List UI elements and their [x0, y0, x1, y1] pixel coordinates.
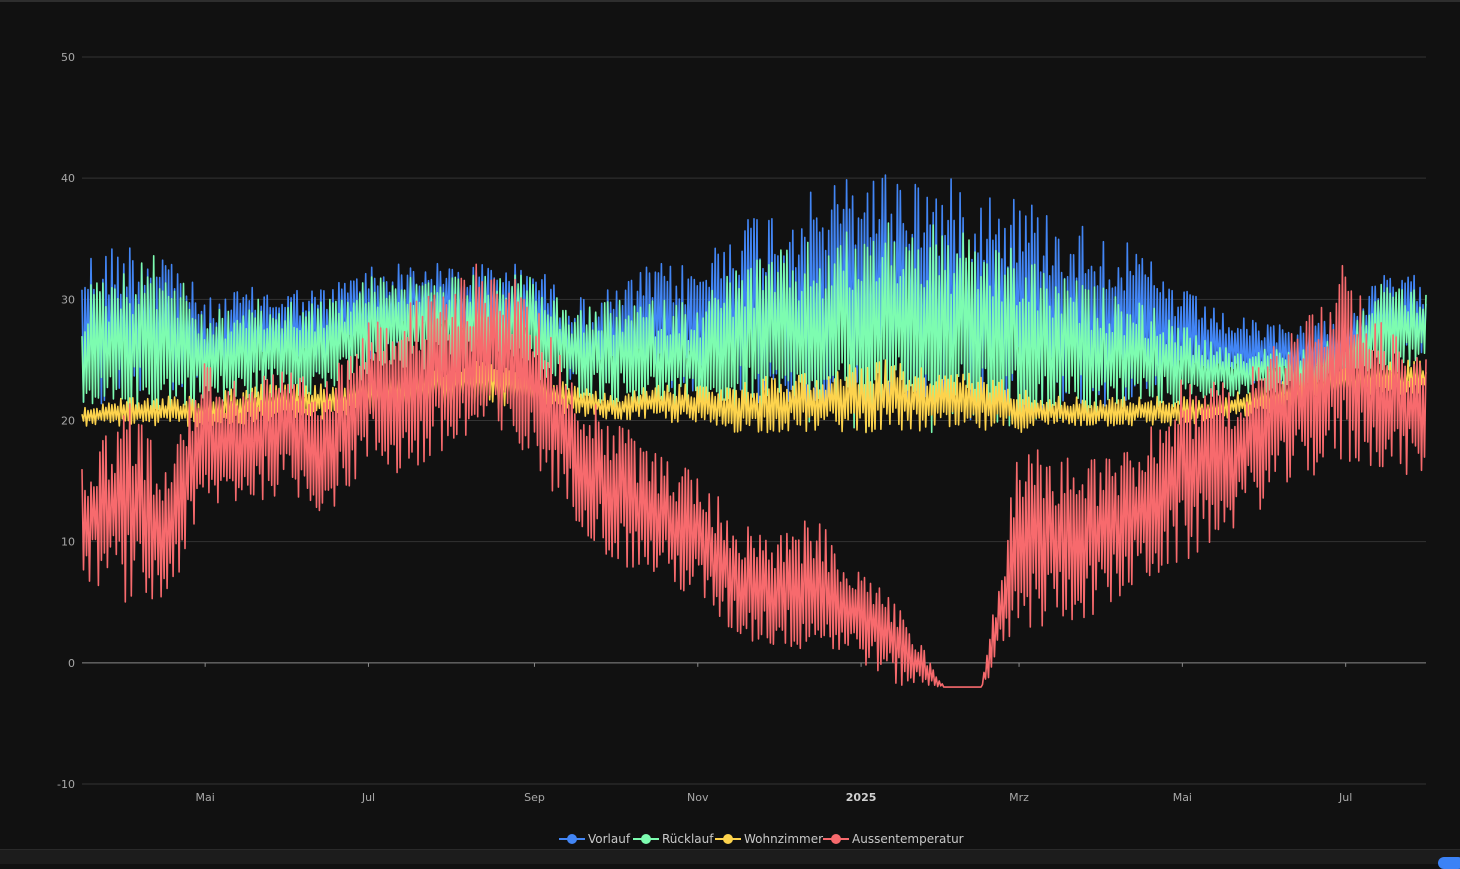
- y-axis-ticks: 50 40 30 20 10 0 -10: [57, 51, 75, 791]
- y-tick-label: 30: [61, 293, 75, 306]
- y-tick-label: -10: [57, 778, 75, 791]
- y-tick-label: 10: [61, 536, 75, 549]
- legend-swatch-dot: [723, 834, 733, 844]
- legend-label[interactable]: Rücklauf: [662, 832, 714, 846]
- x-tick-label: Mai: [196, 791, 215, 804]
- legend-label[interactable]: Vorlauf: [588, 832, 631, 846]
- x-tick-label: Mai: [1173, 791, 1192, 804]
- x-tick-label: Jul: [1338, 791, 1352, 804]
- x-tick-label: Nov: [687, 791, 709, 804]
- x-axis-ticks: Mai Jul Sep Nov 2025 Mrz Mai Jul: [196, 662, 1352, 804]
- legend-swatch-dot: [567, 834, 577, 844]
- y-tick-label: 40: [61, 172, 75, 185]
- plot-area: [81, 174, 1427, 688]
- x-tick-label: 2025: [846, 791, 877, 804]
- y-tick-label: 50: [61, 51, 75, 64]
- x-tick-label: Mrz: [1009, 791, 1029, 804]
- corner-indicator: [1438, 857, 1460, 869]
- bottom-bar: [0, 849, 1460, 864]
- series-line-3: [81, 263, 1427, 688]
- legend-swatch-dot: [831, 834, 841, 844]
- legend-label[interactable]: Aussentemperatur: [852, 832, 964, 846]
- legend-label[interactable]: Wohnzimmer: [744, 832, 823, 846]
- top-border: [0, 0, 1460, 2]
- legend-swatch-dot: [641, 834, 651, 844]
- legend[interactable]: Vorlauf Rücklauf Wohnzimmer Aussentemperatu…: [559, 832, 964, 846]
- series-line-2: [81, 359, 1427, 434]
- y-tick-label: 0: [68, 657, 75, 670]
- y-tick-label: 20: [61, 415, 75, 428]
- series-line-0: [81, 174, 1427, 421]
- x-tick-label: Sep: [524, 791, 545, 804]
- series-line-1: [81, 222, 1427, 434]
- x-tick-label: Jul: [361, 791, 375, 804]
